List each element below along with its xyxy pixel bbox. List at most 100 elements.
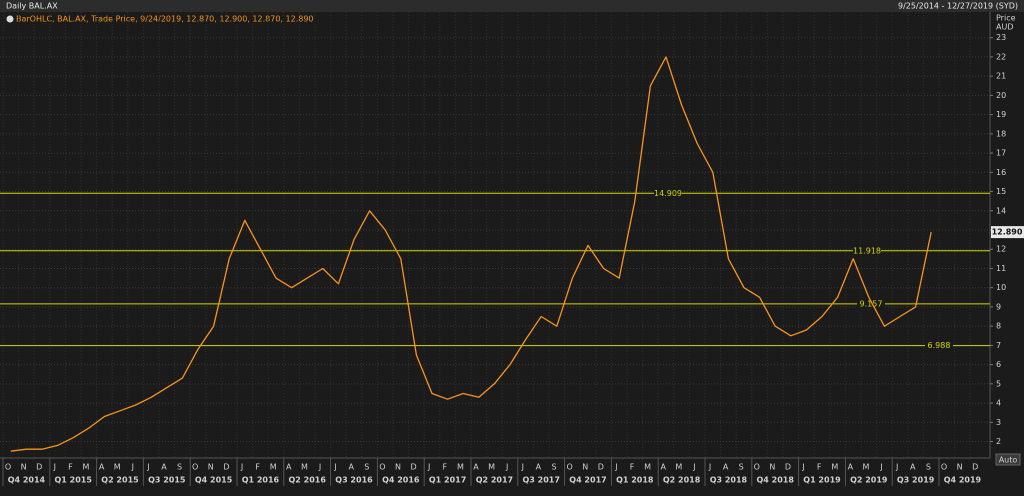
y-tick-label: 10 — [996, 283, 1006, 292]
x-month-label: M — [863, 463, 870, 472]
y-axis-label: Price — [996, 14, 1016, 23]
x-month-label: D — [36, 463, 42, 472]
x-month-label: D — [785, 463, 791, 472]
x-month-label: A — [848, 463, 854, 472]
level-label: 14.909 — [654, 189, 682, 198]
x-month-label: J — [879, 463, 882, 472]
x-month-label: D — [972, 463, 978, 472]
x-month-label: M — [301, 463, 308, 472]
x-month-label: M — [270, 463, 277, 472]
x-month-label: N — [769, 463, 775, 472]
auto-button[interactable] — [995, 453, 1021, 466]
x-month-label: A — [723, 463, 729, 472]
x-month-label: O — [192, 463, 198, 472]
x-month-label: S — [739, 463, 744, 472]
x-month-label: D — [223, 463, 229, 472]
y-tick-label: 14 — [996, 206, 1006, 215]
x-month-label: O — [941, 463, 947, 472]
x-month-label: F — [630, 463, 635, 472]
x-quarter-label: Q4 2017 — [569, 476, 606, 485]
level-label: 6.988 — [928, 341, 951, 350]
x-month-label: O — [5, 463, 11, 472]
level-label-bg — [654, 188, 682, 199]
x-month-label: N — [957, 463, 963, 472]
y-tick-label: 11 — [996, 264, 1006, 273]
x-month-label: M — [644, 463, 651, 472]
x-month-label: M — [83, 463, 90, 472]
x-quarter-label: Q4 2015 — [195, 476, 233, 485]
x-month-label: A — [536, 463, 542, 472]
x-quarter-label: Q3 2016 — [335, 476, 373, 485]
x-quarter-label: Q4 2019 — [944, 476, 982, 485]
level-label-bg — [853, 245, 881, 256]
y-tick-label: 3 — [996, 418, 1001, 427]
legend-icon[interactable] — [6, 15, 14, 23]
x-month-label: A — [473, 463, 479, 472]
x-month-label: S — [551, 463, 556, 472]
x-quarter-label: Q3 2015 — [148, 476, 186, 485]
price-line — [10, 56, 932, 452]
x-month-label: J — [505, 463, 508, 472]
x-month-label: D — [598, 463, 604, 472]
x-month-label: S — [926, 463, 931, 472]
legend-entry: BarOHLC, BAL.AX, Trade Price, 9/24/2019,… — [16, 15, 314, 24]
x-month-label: O — [754, 463, 760, 472]
x-quarter-label: Q2 2015 — [101, 476, 139, 485]
level-label-bg — [925, 340, 953, 351]
x-month-label: D — [411, 463, 417, 472]
x-month-label: A — [99, 463, 105, 472]
last-price-label: 12.890 — [992, 228, 1023, 237]
y-tick-label: 9 — [996, 302, 1001, 311]
x-month-label: A — [161, 463, 167, 472]
x-quarter-label: Q1 2018 — [616, 476, 654, 485]
y-tick-label: 21 — [996, 72, 1006, 81]
x-month-label: F — [817, 463, 822, 472]
y-tick-label: 23 — [996, 33, 1006, 42]
y-tick-label: 2 — [996, 437, 1001, 446]
x-month-label: F — [442, 463, 447, 472]
x-month-label: O — [379, 463, 385, 472]
y-tick-label: 15 — [996, 187, 1006, 196]
x-month-label: S — [364, 463, 369, 472]
x-quarter-label: Q2 2017 — [476, 476, 513, 485]
y-axis-unit: AUD — [996, 23, 1014, 32]
x-month-label: J — [614, 463, 617, 472]
x-month-label: A — [348, 463, 354, 472]
x-month-label: N — [21, 463, 27, 472]
y-tick-label: 22 — [996, 52, 1006, 61]
x-month-label: J — [895, 463, 898, 472]
level-label: 11.918 — [853, 246, 881, 255]
x-quarter-label: Q1 2019 — [803, 476, 841, 485]
y-tick-label: 7 — [996, 341, 1001, 350]
x-month-label: O — [566, 463, 572, 472]
x-quarter-label: Q1 2016 — [242, 476, 280, 485]
x-month-label: J — [521, 463, 524, 472]
last-price-box — [991, 226, 1024, 239]
x-month-label: J — [692, 463, 695, 472]
x-month-label: A — [660, 463, 666, 472]
y-tick-label: 8 — [996, 322, 1001, 331]
x-month-label: N — [395, 463, 401, 472]
x-month-label: J — [318, 463, 321, 472]
x-month-label: J — [53, 463, 56, 472]
y-tick-label: 18 — [996, 129, 1006, 138]
x-quarter-label: Q2 2019 — [850, 476, 888, 485]
x-month-label: M — [457, 463, 464, 472]
x-month-label: A — [910, 463, 916, 472]
auto-button-label[interactable]: Auto — [999, 456, 1018, 465]
level-label: 9.157 — [860, 299, 883, 308]
x-month-label: M — [675, 463, 682, 472]
chart-title: Daily BAL.AX — [6, 2, 58, 11]
x-month-label: A — [286, 463, 292, 472]
y-tick-label: 17 — [996, 149, 1006, 158]
x-quarter-label: Q4 2014 — [8, 476, 46, 485]
y-tick-label: 19 — [996, 110, 1006, 119]
x-month-label: N — [208, 463, 214, 472]
x-month-label: J — [146, 463, 149, 472]
x-month-label: J — [427, 463, 430, 472]
x-month-label: S — [177, 463, 182, 472]
level-label-bg — [857, 298, 885, 309]
date-range: 9/25/2014 - 12/27/2019 (SYD) — [898, 2, 1018, 11]
